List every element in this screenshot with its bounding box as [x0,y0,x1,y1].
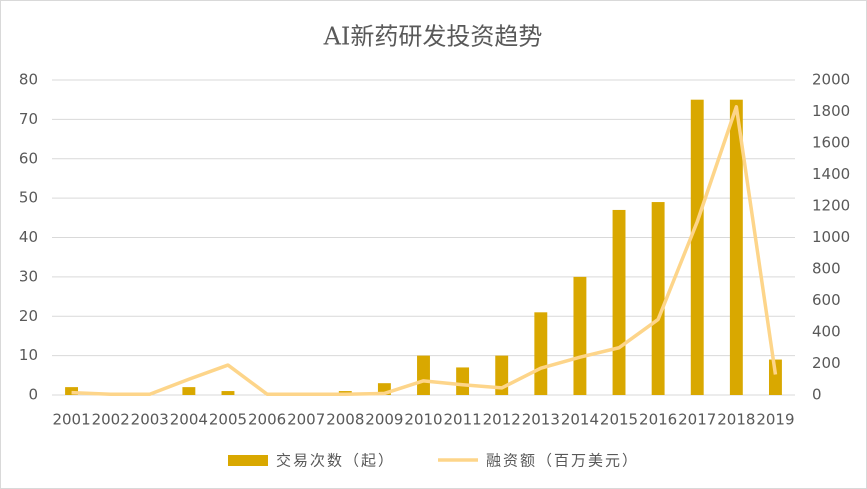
chart-title: AI新药研发投资趋势 [323,23,543,51]
bar [221,391,235,395]
x-tick-label: 2016 [639,411,677,429]
x-tick-label: 2015 [600,411,638,429]
y-tick-label: 60 [19,149,38,167]
y-tick-label: 70 [19,110,38,128]
bar [456,367,470,395]
y-tick-label: 20 [19,307,38,325]
x-tick-label: 2009 [365,411,403,429]
x-tick-label: 2005 [209,411,247,429]
x-tick-label: 2002 [92,411,130,429]
x-tick-label: 2001 [52,411,90,429]
legend-label: 融资额（百万美元） [486,452,639,470]
x-tick-label: 2012 [483,411,521,429]
bar [651,202,665,395]
bar [534,312,548,395]
x-tick-label: 2013 [522,411,560,429]
x-tick-label: 2004 [170,411,208,429]
y2-tick-label: 2000 [812,71,850,89]
y2-tick-label: 1400 [812,165,850,183]
x-tick-label: 2007 [287,411,325,429]
y-tick-label: 40 [19,228,38,246]
bar [182,387,196,395]
y-tick-label: 50 [19,189,38,207]
line [71,105,778,396]
bar [690,99,704,395]
y2-tick-label: 800 [812,260,841,278]
bar [768,359,782,395]
y2-tick-label: 1800 [812,102,850,120]
y2-tick-label: 1600 [812,134,850,152]
y-tick-label: 80 [19,71,38,89]
legend-swatch [228,455,268,466]
y2-tick-label: 600 [812,291,841,309]
legend-label: 交易次数（起） [276,452,395,470]
bar [417,355,430,395]
x-tick-label: 2011 [444,411,482,429]
y-tick-label: 10 [19,346,38,364]
x-tick-label: 2003 [131,411,169,429]
y-tick-label: 30 [19,267,38,285]
y2-tick-label: 0 [812,386,822,404]
x-tick-label: 2019 [756,411,794,429]
y2-tick-label: 1200 [812,197,850,215]
y2-tick-label: 200 [812,354,841,372]
x-tick-label: 2014 [561,411,599,429]
x-tick-label: 2008 [326,411,364,429]
x-tick-label: 2010 [404,411,442,429]
x-tick-label: 2006 [248,411,286,429]
y-tick-label: 0 [28,386,38,404]
bar [729,99,743,395]
y2-tick-label: 1000 [812,228,850,246]
x-tick-label: 2018 [717,411,755,429]
bar [612,209,626,395]
y2-tick-label: 400 [812,323,841,341]
bar [65,387,79,395]
bar [573,276,587,395]
x-tick-label: 2017 [678,411,716,429]
bar [377,383,391,395]
